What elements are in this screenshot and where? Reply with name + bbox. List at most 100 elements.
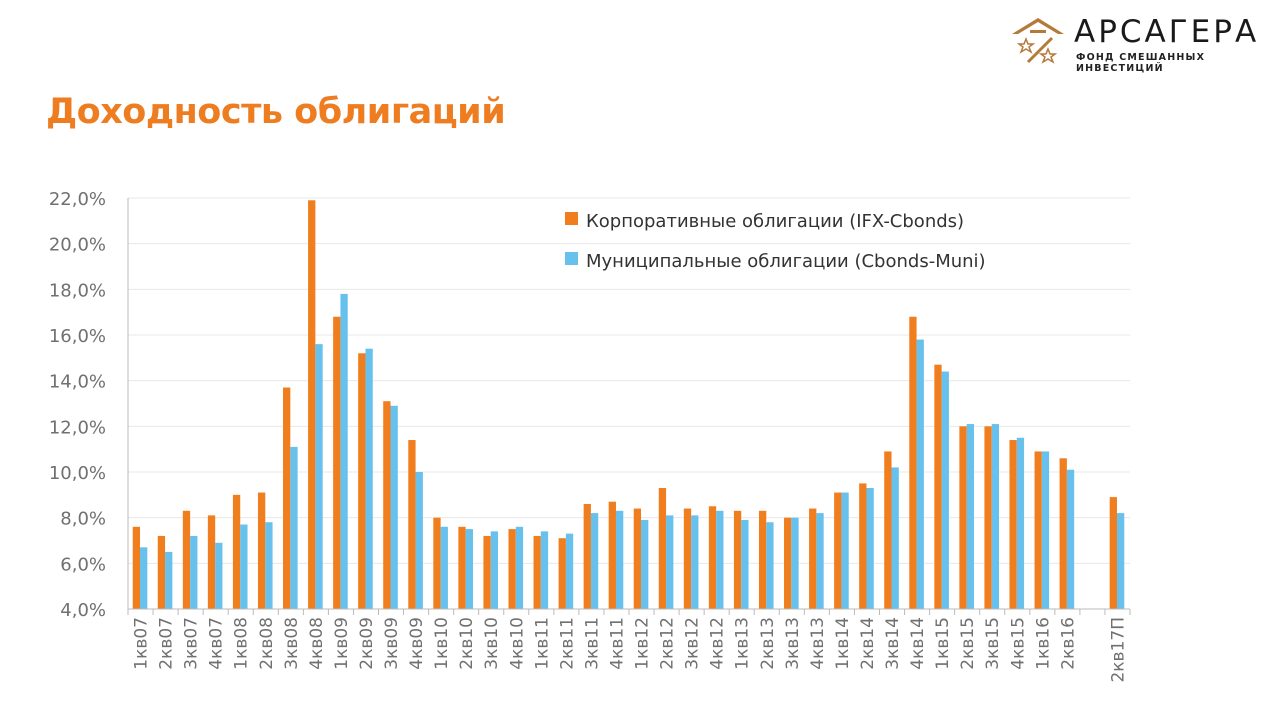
- page-title: Доходность облигаций: [46, 92, 506, 132]
- x-tick-label: 2кв14: [858, 617, 878, 670]
- x-tick-label: 3кв10: [482, 617, 502, 670]
- x-tick-label: 4кв10: [507, 617, 527, 670]
- legend-label-corporate: Корпоративные облигации (IFX-Cbonds): [586, 211, 964, 232]
- y-tick-label: 14,0%: [49, 372, 106, 393]
- bar-municipal: [1041, 451, 1050, 609]
- bar-municipal: [716, 510, 724, 609]
- bar-municipal: [666, 515, 674, 609]
- x-tick-label: 2кв11: [557, 617, 577, 670]
- x-tick-label: 2кв08: [257, 617, 277, 670]
- x-tick-label: 1кв12: [633, 617, 653, 670]
- y-tick-label: 6,0%: [60, 554, 106, 575]
- bar-municipal: [365, 348, 373, 609]
- bar-corporate: [207, 515, 216, 609]
- bar-corporate: [408, 440, 416, 609]
- x-tick-label: 4кв12: [708, 617, 728, 670]
- bar-municipal: [390, 405, 398, 609]
- y-tick-label: 12,0%: [49, 417, 106, 438]
- bar-municipal: [340, 293, 348, 609]
- x-tick-label: 1кв10: [432, 617, 452, 670]
- bar-corporate: [683, 508, 692, 609]
- bar-municipal: [866, 487, 874, 609]
- bar-municipal: [240, 524, 248, 609]
- bar-municipal: [515, 526, 524, 609]
- bar-municipal: [966, 424, 974, 609]
- x-tick-label: 2кв15: [958, 617, 978, 670]
- x-tick-label: 1кв11: [532, 617, 552, 670]
- bar-municipal: [490, 531, 499, 609]
- bar-corporate: [984, 426, 992, 609]
- x-tick-label: 2кв09: [357, 617, 377, 670]
- x-tick-label: 3кв09: [382, 617, 402, 670]
- x-tick-label: 2кв16: [1058, 617, 1078, 670]
- bar-corporate: [333, 316, 341, 609]
- bar-municipal: [916, 339, 924, 609]
- bar-municipal: [315, 344, 323, 609]
- bar-corporate: [257, 492, 266, 609]
- bar-corporate: [533, 535, 541, 609]
- bar-municipal: [465, 529, 473, 609]
- bar-municipal: [440, 526, 448, 609]
- bar-corporate: [232, 494, 241, 609]
- bar-corporate: [157, 535, 166, 609]
- bar-municipal: [565, 533, 574, 609]
- x-tick-label: 4кв11: [607, 617, 627, 670]
- x-tick-label: 1кв09: [332, 617, 352, 670]
- bar-municipal: [165, 551, 173, 609]
- x-tick-label: 4кв15: [1008, 617, 1028, 670]
- x-tick-label: 2кв07: [157, 617, 177, 670]
- x-tick-label: 3кв08: [282, 617, 302, 670]
- bar-corporate: [859, 483, 867, 609]
- bar-corporate: [383, 401, 391, 609]
- logo-house-stars-icon: [1012, 18, 1064, 64]
- bar-municipal: [891, 467, 899, 609]
- bar-corporate: [708, 506, 717, 609]
- bar-municipal: [415, 472, 423, 609]
- x-tick-label: 2кв10: [457, 617, 477, 670]
- bar-corporate: [182, 510, 191, 609]
- bar-corporate: [358, 353, 366, 609]
- bar-municipal: [741, 519, 749, 609]
- bar-municipal: [1116, 513, 1125, 609]
- logo-name: АРСАГЕРА: [1074, 14, 1260, 50]
- x-tick-label: 1кв15: [933, 617, 953, 670]
- bar-municipal: [265, 522, 273, 609]
- bar-corporate: [909, 316, 917, 609]
- bar-municipal: [791, 517, 799, 609]
- x-tick-label: 3кв07: [182, 617, 202, 670]
- y-tick-label: 20,0%: [49, 235, 106, 256]
- x-tick-label: 1кв07: [132, 617, 152, 670]
- x-tick-label: 3кв15: [983, 617, 1003, 670]
- y-tick-label: 22,0%: [49, 189, 106, 210]
- bar-corporate: [934, 364, 942, 609]
- bar-municipal: [590, 513, 599, 609]
- bar-corporate: [1059, 458, 1067, 609]
- bar-corporate: [508, 529, 516, 609]
- x-tick-label: 1кв14: [833, 617, 853, 670]
- bar-corporate: [433, 517, 441, 609]
- bar-municipal: [615, 510, 624, 609]
- bar-municipal: [816, 513, 824, 609]
- x-axis: 1кв07 2кв07 3кв07 4кв07 1кв08 2кв08 3кв08 4кв08…: [127, 198, 1131, 683]
- y-tick-label: 18,0%: [49, 280, 106, 301]
- legend-swatch-corporate: [565, 212, 578, 225]
- logo-subtitle: ФОНД СМЕШАННЫХ ИНВЕСТИЦИЙ: [1076, 52, 1206, 74]
- legend-swatch-municipal: [565, 252, 578, 265]
- bars: [132, 200, 1125, 610]
- bar-corporate: [608, 501, 616, 609]
- bar-municipal: [1016, 437, 1025, 609]
- x-tick-label: 3кв12: [683, 617, 703, 670]
- bar-municipal: [1066, 469, 1075, 609]
- x-tick-label: 3кв13: [783, 617, 803, 670]
- bar-corporate: [132, 526, 141, 609]
- bar-corporate: [733, 510, 742, 609]
- bar-municipal: [290, 446, 298, 609]
- bar-corporate: [658, 487, 667, 609]
- y-tick-label: 4,0%: [60, 600, 106, 621]
- bar-corporate: [583, 503, 591, 609]
- x-tick-label: 2кв17П: [1108, 617, 1128, 683]
- bar-municipal: [540, 531, 549, 609]
- bar-corporate: [458, 526, 466, 609]
- bar-municipal: [941, 371, 949, 609]
